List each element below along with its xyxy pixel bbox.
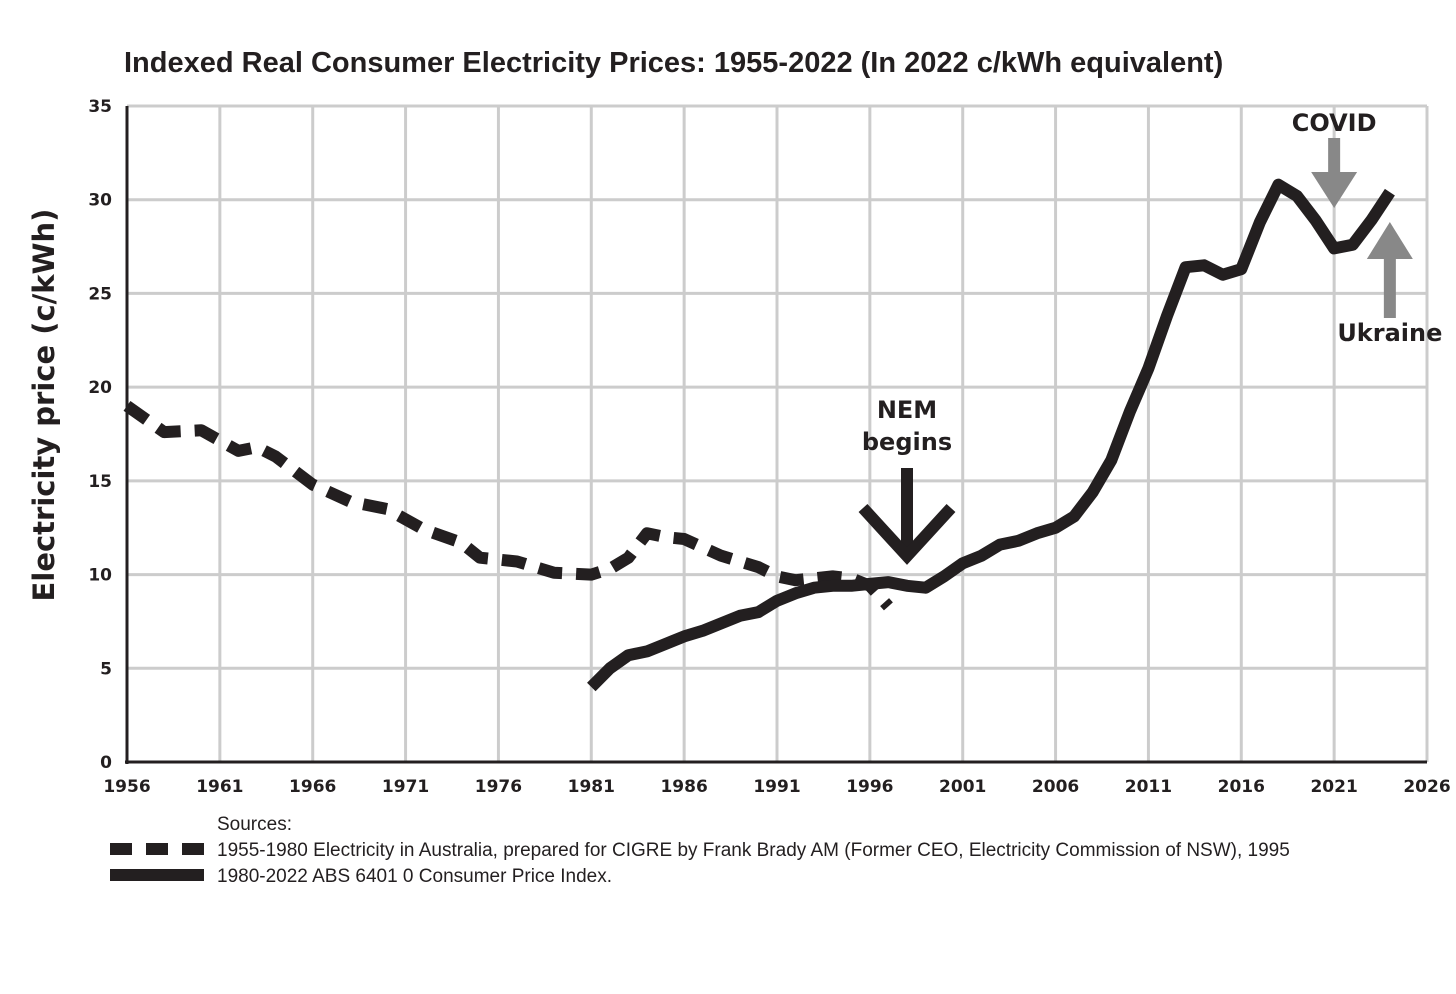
x-tick-2021: 2021 [1310, 777, 1357, 797]
x-tick-1986: 1986 [660, 777, 707, 797]
x-tick-1991: 1991 [753, 777, 800, 797]
x-tick-1971: 1971 [382, 777, 429, 797]
x-tick-2006: 2006 [1032, 777, 1079, 797]
grid [125, 104, 1429, 764]
ukraine-annotation: Ukraine [1337, 319, 1442, 347]
x-tick-1996: 1996 [846, 777, 893, 797]
annotations: NEM begins COVID Ukraine [858, 109, 1442, 565]
ukraine-arrow-shaft [1383, 257, 1396, 318]
y-tick-35: 35 [88, 97, 112, 117]
y-tick-25: 25 [88, 284, 112, 304]
x-tick-1961: 1961 [196, 777, 243, 797]
y-tick-20: 20 [88, 378, 112, 398]
y-tick-10: 10 [88, 566, 112, 586]
nem-arrow-icon [858, 468, 956, 565]
x-tick-1981: 1981 [568, 777, 615, 797]
nem-annotation-line1: NEM [877, 396, 937, 424]
x-tick-labels: 1956 1961 1966 1971 1976 1981 1986 1991 1996 2001… [103, 777, 1450, 797]
ukraine-arrow-head [1366, 222, 1413, 259]
x-tick-1956: 1956 [103, 777, 150, 797]
x-tick-2001: 2001 [939, 777, 986, 797]
chart-title: Indexed Real Consumer Electricity Prices… [124, 47, 1223, 79]
y-tick-0: 0 [100, 753, 112, 773]
legend: Sources: 1955-1980 Electricity in Austra… [110, 814, 1290, 887]
legend-entry-dashed: 1955-1980 Electricity in Australia, prep… [217, 840, 1290, 861]
nem-annotation-line2: begins [862, 428, 952, 456]
x-tick-2026: 2026 [1403, 777, 1450, 797]
ukraine-arrow-icon [1366, 222, 1413, 318]
y-tick-5: 5 [100, 659, 112, 679]
y-tick-labels: 0 5 10 15 20 25 30 35 [88, 97, 112, 773]
series-line-solid [587, 178, 1395, 692]
covid-annotation: COVID [1292, 109, 1377, 137]
legend-entry-solid: 1980-2022 ABS 6401 0 Consumer Price Inde… [217, 866, 612, 887]
y-axis-label: Electricity price (c/kWh) [27, 209, 61, 602]
x-tick-1966: 1966 [289, 777, 336, 797]
x-tick-2011: 2011 [1125, 777, 1172, 797]
x-tick-1976: 1976 [475, 777, 522, 797]
covid-arrow-shaft [1328, 138, 1341, 174]
series-lines [123, 178, 1395, 692]
series-line-dashed [123, 400, 893, 611]
x-tick-2016: 2016 [1218, 777, 1265, 797]
covid-arrow-icon [1311, 138, 1358, 208]
y-tick-30: 30 [88, 191, 112, 211]
legend-heading: Sources: [217, 814, 292, 835]
nem-arrow-head [858, 503, 956, 565]
covid-arrow-head [1311, 172, 1358, 208]
y-tick-15: 15 [88, 472, 112, 492]
